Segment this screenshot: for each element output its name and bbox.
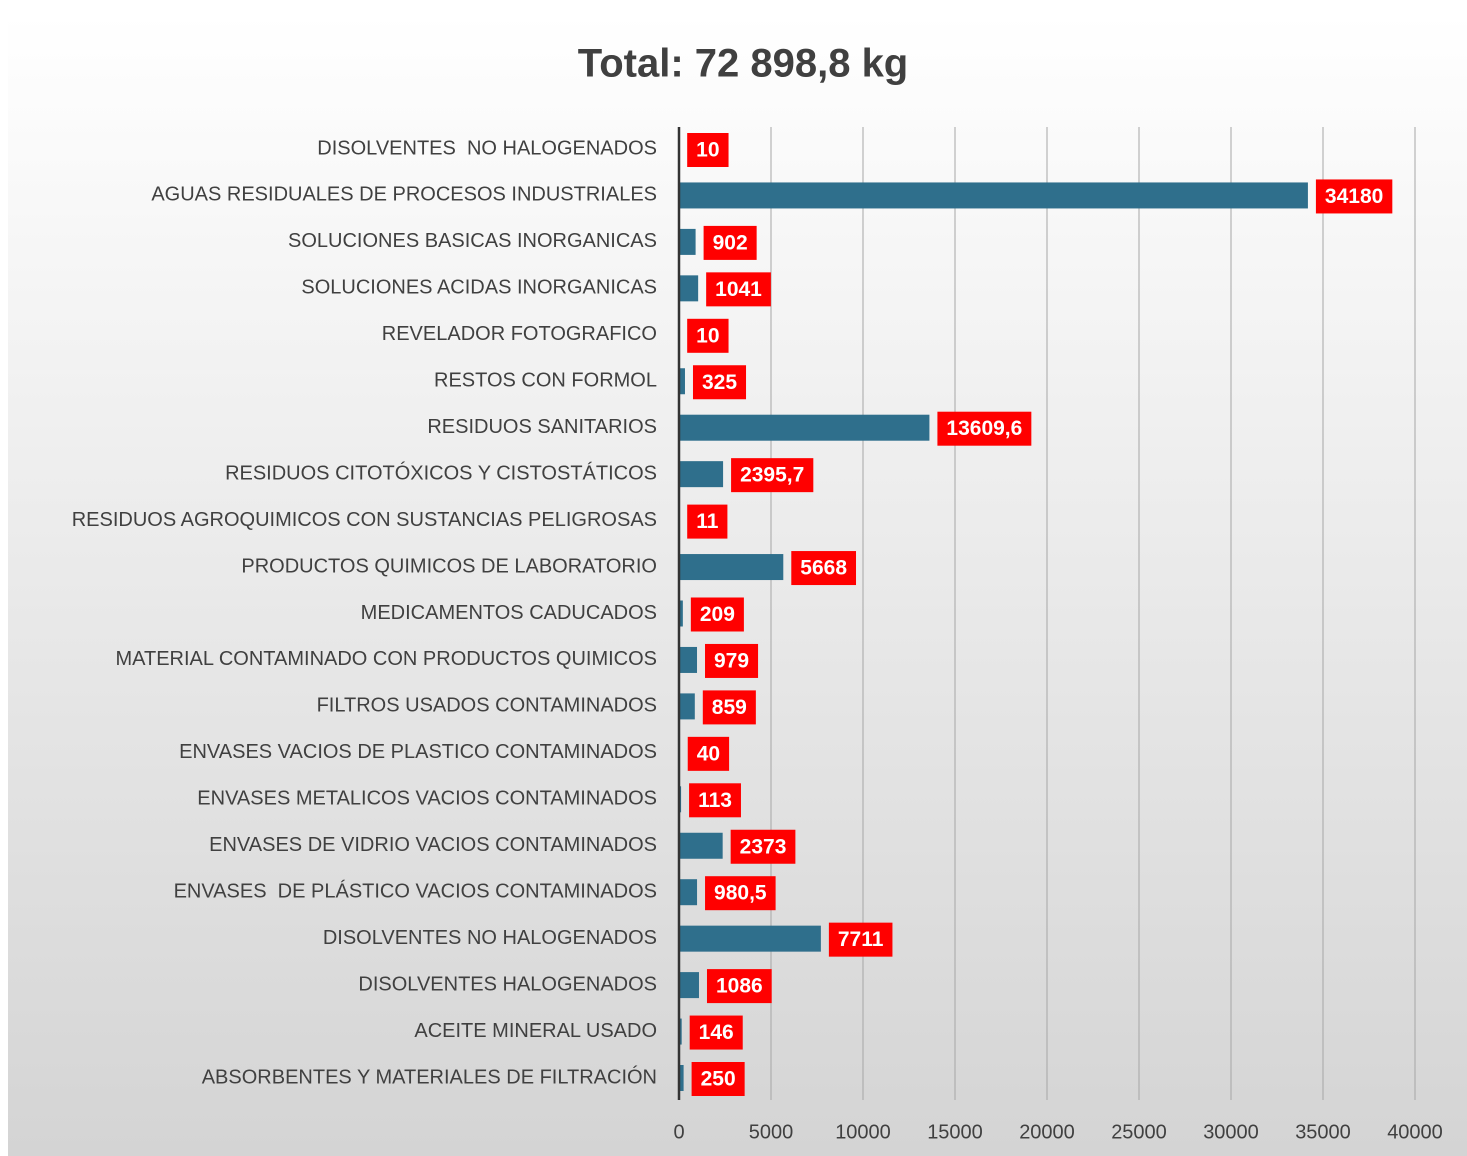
data-label: 11: [696, 510, 719, 533]
data-label: 40: [697, 742, 720, 765]
bar: [679, 925, 821, 952]
y-tick-label: ENVASES DE PLÁSTICO VACIOS CONTAMINADOS: [174, 879, 657, 902]
x-tick-label: 35000: [1295, 1121, 1351, 1143]
data-label-box: [705, 876, 776, 911]
x-tick-label: 5000: [749, 1121, 794, 1143]
data-label-box: [687, 736, 730, 771]
data-label: 7711: [838, 928, 884, 951]
data-label: 250: [701, 1068, 736, 1091]
x-tick-label: 25000: [1111, 1121, 1167, 1143]
chart-title: Total: 72 898,8 kg: [578, 42, 909, 86]
bar: [679, 832, 723, 859]
data-label-box: [791, 551, 857, 586]
x-tick-label: 20000: [1019, 1121, 1075, 1143]
y-tick-label: MEDICAMENTOS CADUCADOS: [361, 602, 657, 624]
data-label: 2395,7: [740, 464, 804, 487]
data-label: 1086: [716, 975, 763, 998]
x-tick-label: 0: [673, 1121, 684, 1143]
y-tick-label: DISOLVENTES NO HALOGENADOS: [323, 927, 657, 949]
y-tick-label: ENVASES VACIOS DE PLASTICO CONTAMINADOS: [179, 741, 657, 763]
data-label-box: [937, 411, 1032, 446]
data-label: 2373: [740, 835, 787, 858]
data-label-box: [690, 597, 744, 632]
bar: [679, 275, 699, 302]
data-label: 1041: [715, 278, 762, 301]
bar: [679, 228, 696, 255]
data-label-box: [705, 643, 759, 678]
x-tick-label: 10000: [835, 1121, 891, 1143]
y-tick-label: AGUAS RESIDUALES DE PROCESOS INDUSTRIALE…: [151, 184, 657, 206]
bar: [679, 1065, 684, 1091]
data-label: 859: [712, 696, 747, 719]
data-label-box: [687, 133, 729, 167]
data-label: 34180: [1325, 185, 1383, 208]
data-label: 979: [714, 649, 749, 672]
y-tick-label: PRODUCTOS QUIMICOS DE LABORATORIO: [241, 555, 657, 577]
bar: [679, 182, 1308, 209]
data-label-box: [706, 272, 771, 307]
y-tick-label: ACEITE MINERAL USADO: [414, 1020, 657, 1042]
bar: [679, 554, 784, 581]
y-tick-label: RESIDUOS CITOTÓXICOS Y CISTOSTÁTICOS: [225, 461, 657, 484]
bar: [679, 414, 930, 441]
data-label-box: [703, 225, 757, 260]
data-label: 325: [702, 371, 737, 394]
data-label-box: [1315, 179, 1393, 214]
y-tick-label: ABSORBENTES Y MATERIALES DE FILTRACIÓN: [202, 1065, 657, 1088]
data-label: 980,5: [714, 882, 767, 905]
y-tick-label: SOLUCIONES BASICAS INORGANICAS: [288, 230, 657, 252]
data-label: 902: [713, 231, 748, 254]
data-label: 146: [699, 1021, 734, 1044]
data-label-box: [691, 1062, 745, 1096]
data-label-box: [731, 458, 814, 493]
data-label: 113: [698, 789, 732, 812]
y-tick-label: MATERIAL CONTAMINADO CON PRODUCTOS QUIMI…: [115, 648, 657, 670]
bar: [679, 693, 695, 720]
bar: [679, 646, 698, 673]
y-tick-label: DISOLVENTES NO HALOGENADOS: [317, 137, 657, 159]
x-tick-label: 40000: [1387, 1121, 1443, 1143]
bar: [679, 461, 724, 488]
data-label: 209: [700, 603, 735, 626]
data-label: 10: [696, 139, 719, 162]
data-label: 10: [696, 324, 719, 347]
bar: [679, 972, 699, 999]
y-tick-label: REVELADOR FOTOGRAFICO: [382, 323, 657, 345]
x-tick-label: 30000: [1203, 1121, 1259, 1143]
y-tick-label: RESTOS CON FORMOL: [434, 370, 657, 392]
y-tick-label: DISOLVENTES HALOGENADOS: [358, 973, 657, 995]
data-label: 5668: [800, 557, 847, 580]
bar: [679, 1018, 682, 1045]
data-label-box: [706, 969, 772, 1004]
y-tick-label: RESIDUOS AGROQUIMICOS CON SUSTANCIAS PEL…: [72, 509, 657, 531]
y-tick-label: ENVASES METALICOS VACIOS CONTAMINADOS: [197, 788, 657, 810]
bar: [679, 368, 685, 395]
y-tick-label: RESIDUOS SANITARIOS: [427, 416, 657, 438]
data-label-box: [687, 318, 729, 353]
y-tick-label: FILTROS USADOS CONTAMINADOS: [317, 695, 657, 717]
data-label-box: [828, 922, 893, 957]
bar: [679, 600, 683, 627]
data-label-box: [730, 829, 796, 864]
data-label-box: [687, 504, 728, 539]
y-tick-label: ENVASES DE VIDRIO VACIOS CONTAMINADOS: [209, 834, 657, 856]
x-tick-label: 15000: [927, 1121, 983, 1143]
bar: [679, 879, 698, 906]
data-label-box: [692, 365, 747, 400]
data-label-box: [689, 783, 741, 818]
y-tick-label: SOLUCIONES ACIDAS INORGANICAS: [301, 277, 657, 299]
data-label-box: [702, 690, 756, 725]
data-label-box: [689, 1015, 743, 1050]
data-label: 13609,6: [946, 417, 1022, 440]
